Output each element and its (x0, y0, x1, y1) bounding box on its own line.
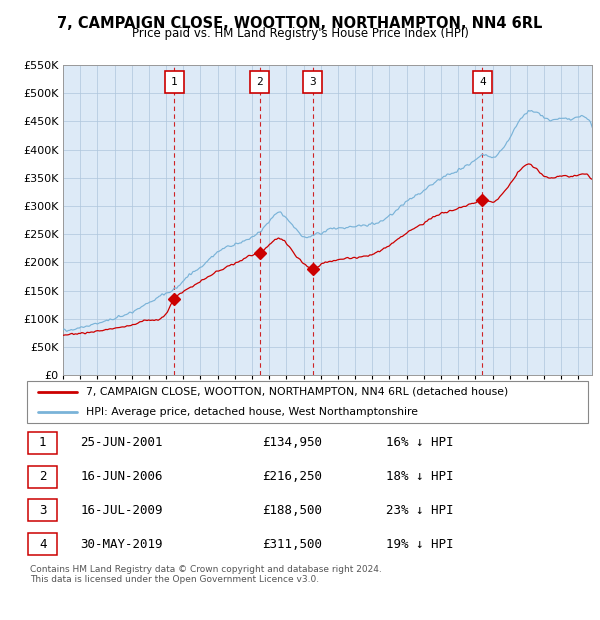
FancyBboxPatch shape (28, 500, 57, 521)
Text: £134,950: £134,950 (263, 436, 323, 450)
Text: 2: 2 (39, 470, 46, 483)
Text: £216,250: £216,250 (263, 470, 323, 483)
Text: 3: 3 (39, 504, 46, 517)
Text: 7, CAMPAIGN CLOSE, WOOTTON, NORTHAMPTON, NN4 6RL (detached house): 7, CAMPAIGN CLOSE, WOOTTON, NORTHAMPTON,… (86, 387, 508, 397)
Text: 16-JUN-2006: 16-JUN-2006 (80, 470, 163, 483)
Text: 23% ↓ HPI: 23% ↓ HPI (386, 504, 454, 517)
Text: 2: 2 (257, 77, 263, 87)
Text: 16-JUL-2009: 16-JUL-2009 (80, 504, 163, 517)
Text: 7, CAMPAIGN CLOSE, WOOTTON, NORTHAMPTON, NN4 6RL: 7, CAMPAIGN CLOSE, WOOTTON, NORTHAMPTON,… (58, 16, 542, 30)
Text: 25-JUN-2001: 25-JUN-2001 (80, 436, 163, 450)
Text: 16% ↓ HPI: 16% ↓ HPI (386, 436, 454, 450)
Text: 3: 3 (310, 77, 316, 87)
FancyBboxPatch shape (28, 533, 57, 555)
FancyBboxPatch shape (473, 71, 492, 93)
FancyBboxPatch shape (27, 381, 588, 423)
Text: 1: 1 (39, 436, 46, 450)
FancyBboxPatch shape (165, 71, 184, 93)
FancyBboxPatch shape (250, 71, 269, 93)
Text: 1: 1 (171, 77, 178, 87)
Text: 4: 4 (39, 538, 46, 551)
Text: 30-MAY-2019: 30-MAY-2019 (80, 538, 163, 551)
Text: £311,500: £311,500 (263, 538, 323, 551)
Text: 18% ↓ HPI: 18% ↓ HPI (386, 470, 454, 483)
Text: HPI: Average price, detached house, West Northamptonshire: HPI: Average price, detached house, West… (86, 407, 418, 417)
FancyBboxPatch shape (28, 432, 57, 454)
Text: £188,500: £188,500 (263, 504, 323, 517)
Text: 4: 4 (479, 77, 486, 87)
Text: Price paid vs. HM Land Registry's House Price Index (HPI): Price paid vs. HM Land Registry's House … (131, 27, 469, 40)
FancyBboxPatch shape (28, 466, 57, 487)
Text: This data is licensed under the Open Government Licence v3.0.: This data is licensed under the Open Gov… (30, 575, 319, 585)
FancyBboxPatch shape (304, 71, 322, 93)
Text: Contains HM Land Registry data © Crown copyright and database right 2024.: Contains HM Land Registry data © Crown c… (30, 565, 382, 575)
Text: 19% ↓ HPI: 19% ↓ HPI (386, 538, 454, 551)
